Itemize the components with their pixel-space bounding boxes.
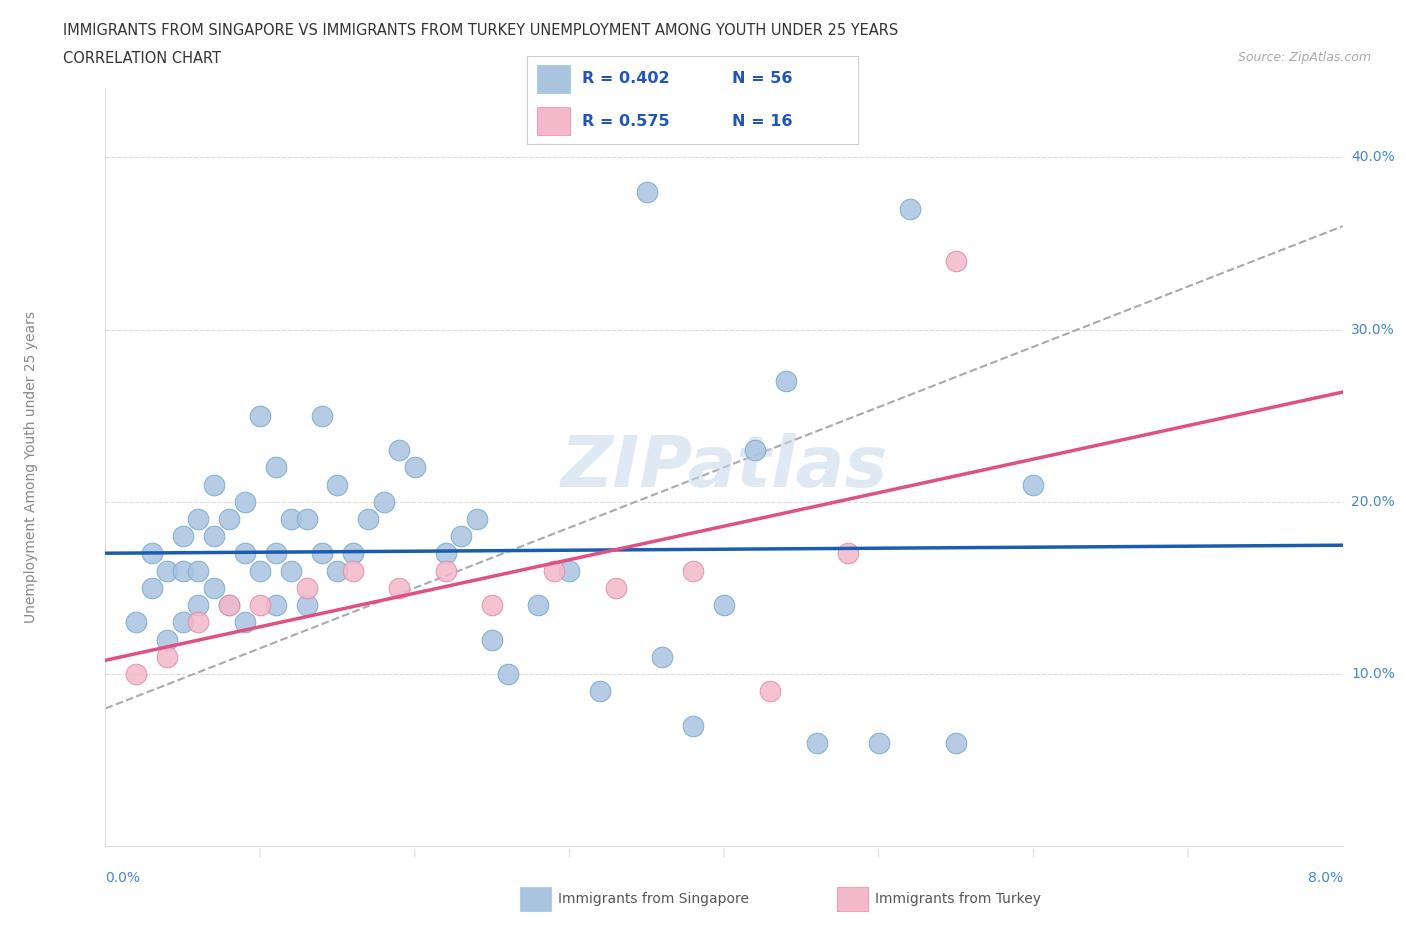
Point bbox=[775, 374, 797, 389]
Point bbox=[636, 184, 658, 199]
Point bbox=[759, 684, 782, 698]
Point bbox=[233, 495, 256, 510]
Point bbox=[388, 580, 411, 595]
Point bbox=[202, 580, 225, 595]
Point bbox=[868, 736, 890, 751]
Text: Immigrants from Turkey: Immigrants from Turkey bbox=[875, 892, 1040, 907]
Point bbox=[945, 253, 967, 268]
Point bbox=[187, 564, 209, 578]
Point bbox=[172, 564, 194, 578]
Text: Unemployment Among Youth under 25 years: Unemployment Among Youth under 25 years bbox=[24, 312, 38, 623]
Point bbox=[527, 598, 550, 613]
Point bbox=[264, 598, 287, 613]
Point bbox=[342, 546, 364, 561]
Point bbox=[202, 477, 225, 492]
Point bbox=[465, 512, 488, 526]
Point bbox=[311, 546, 333, 561]
Point bbox=[141, 580, 163, 595]
Point bbox=[187, 615, 209, 630]
Point bbox=[233, 546, 256, 561]
Point bbox=[156, 632, 179, 647]
Point bbox=[249, 564, 271, 578]
Point bbox=[218, 598, 240, 613]
Text: 40.0%: 40.0% bbox=[1351, 151, 1395, 165]
Point bbox=[434, 546, 457, 561]
Point bbox=[682, 564, 704, 578]
Point bbox=[311, 408, 333, 423]
Point bbox=[233, 615, 256, 630]
Point bbox=[172, 615, 194, 630]
Point bbox=[125, 667, 148, 682]
Text: 8.0%: 8.0% bbox=[1308, 871, 1343, 885]
Point bbox=[187, 512, 209, 526]
Point bbox=[450, 529, 472, 544]
Point bbox=[434, 564, 457, 578]
FancyBboxPatch shape bbox=[537, 107, 571, 136]
Point bbox=[373, 495, 395, 510]
Point bbox=[187, 598, 209, 613]
Text: 0.0%: 0.0% bbox=[105, 871, 141, 885]
Point bbox=[280, 512, 302, 526]
Point bbox=[543, 564, 565, 578]
Point bbox=[202, 529, 225, 544]
Point bbox=[156, 649, 179, 664]
Text: Immigrants from Singapore: Immigrants from Singapore bbox=[558, 892, 749, 907]
Text: 20.0%: 20.0% bbox=[1351, 495, 1395, 509]
Point bbox=[342, 564, 364, 578]
Point bbox=[249, 408, 271, 423]
Text: N = 16: N = 16 bbox=[733, 113, 793, 128]
Point bbox=[141, 546, 163, 561]
Text: Source: ZipAtlas.com: Source: ZipAtlas.com bbox=[1237, 51, 1371, 64]
Point bbox=[264, 460, 287, 475]
Point bbox=[496, 667, 519, 682]
Point bbox=[404, 460, 426, 475]
Point bbox=[125, 615, 148, 630]
Point bbox=[295, 580, 318, 595]
Text: R = 0.575: R = 0.575 bbox=[582, 113, 669, 128]
Point bbox=[218, 512, 240, 526]
Point bbox=[713, 598, 735, 613]
Text: 30.0%: 30.0% bbox=[1351, 323, 1395, 337]
Point bbox=[558, 564, 581, 578]
Point bbox=[744, 443, 766, 458]
Point bbox=[295, 598, 318, 613]
Text: CORRELATION CHART: CORRELATION CHART bbox=[63, 51, 221, 66]
Point bbox=[326, 477, 349, 492]
Point bbox=[249, 598, 271, 613]
Point bbox=[589, 684, 612, 698]
Point bbox=[280, 564, 302, 578]
Text: N = 56: N = 56 bbox=[733, 72, 793, 86]
Point bbox=[945, 736, 967, 751]
Point bbox=[1022, 477, 1045, 492]
Point bbox=[295, 512, 318, 526]
Text: ZIPatlas: ZIPatlas bbox=[561, 432, 887, 502]
Point bbox=[326, 564, 349, 578]
Point bbox=[156, 564, 179, 578]
Point bbox=[837, 546, 859, 561]
Point bbox=[264, 546, 287, 561]
Text: 10.0%: 10.0% bbox=[1351, 667, 1395, 681]
Point bbox=[481, 598, 503, 613]
Point bbox=[898, 202, 921, 217]
Point bbox=[605, 580, 627, 595]
Point bbox=[481, 632, 503, 647]
Point bbox=[218, 598, 240, 613]
Text: R = 0.402: R = 0.402 bbox=[582, 72, 669, 86]
Point bbox=[682, 718, 704, 733]
Point bbox=[357, 512, 380, 526]
Point bbox=[172, 529, 194, 544]
Point bbox=[388, 443, 411, 458]
Text: IMMIGRANTS FROM SINGAPORE VS IMMIGRANTS FROM TURKEY UNEMPLOYMENT AMONG YOUTH UND: IMMIGRANTS FROM SINGAPORE VS IMMIGRANTS … bbox=[63, 23, 898, 38]
Point bbox=[806, 736, 828, 751]
Point bbox=[651, 649, 673, 664]
FancyBboxPatch shape bbox=[537, 65, 571, 93]
